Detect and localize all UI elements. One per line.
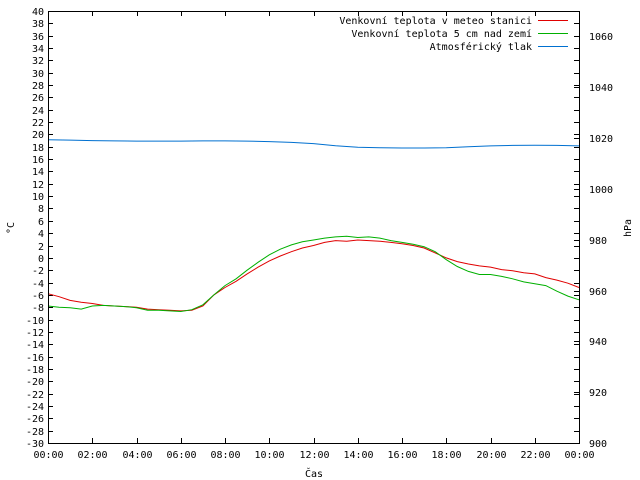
y-tick-label: -16 bbox=[26, 353, 44, 364]
y-tick-label: 36 bbox=[32, 32, 44, 43]
y-tick-label: 28 bbox=[32, 81, 44, 92]
x-tick-label: 00:00 bbox=[33, 450, 63, 461]
x-axis-label: Čas bbox=[305, 467, 323, 480]
y-tick-label: 10 bbox=[32, 192, 44, 203]
y-tick-label: 34 bbox=[32, 44, 44, 55]
x-tick-label: 06:00 bbox=[166, 450, 196, 461]
x-tick-label: 12:00 bbox=[299, 450, 329, 461]
y-tick-label: -26 bbox=[26, 414, 44, 425]
y-tick-label: 38 bbox=[32, 19, 44, 30]
y2-tick-label: 1000 bbox=[589, 185, 613, 196]
y-tick-label: -18 bbox=[26, 365, 44, 376]
y-tick-label: 32 bbox=[32, 56, 44, 67]
y-tick-label: 8 bbox=[38, 204, 44, 215]
y-tick-label: 20 bbox=[32, 130, 44, 141]
y-tick-label: 2 bbox=[38, 242, 44, 253]
y-tick-label: 22 bbox=[32, 118, 44, 129]
y2-tick-label: 920 bbox=[589, 388, 607, 399]
tick-labels: -30-28-26-24-22-20-18-16-14-12-10-8-6-4-… bbox=[26, 7, 613, 461]
y-tick-label: -20 bbox=[26, 377, 44, 388]
y2-tick-label: 900 bbox=[589, 439, 607, 450]
y-tick-label: -2 bbox=[32, 266, 44, 277]
y-tick-label: -14 bbox=[26, 340, 44, 351]
y-tick-label: 12 bbox=[32, 180, 44, 191]
y-tick-label: -8 bbox=[32, 303, 44, 314]
series-lines bbox=[47, 139, 580, 313]
y-axis-label: °C bbox=[6, 222, 17, 234]
y-tick-label: -22 bbox=[26, 390, 44, 401]
y-tick-label: -10 bbox=[26, 316, 44, 327]
y-tick-label: -30 bbox=[26, 439, 44, 450]
legend-label-2: Atmosférický tlak bbox=[430, 41, 532, 53]
y-tick-label: 30 bbox=[32, 69, 44, 80]
series-line-2 bbox=[47, 139, 580, 149]
x-tick-label: 02:00 bbox=[77, 450, 107, 461]
y2-axis-label: hPa bbox=[623, 219, 634, 237]
y2-tick-label: 1020 bbox=[589, 134, 613, 145]
y-tick-label: 0 bbox=[38, 254, 44, 265]
y-tick-label: -6 bbox=[32, 291, 44, 302]
y-tick-label: -24 bbox=[26, 402, 44, 413]
x-tick-label: 22:00 bbox=[520, 450, 550, 461]
y-tick-label: -28 bbox=[26, 427, 44, 438]
axis-ticks bbox=[48, 11, 580, 444]
x-tick-label: 04:00 bbox=[122, 450, 152, 461]
legend-label-1: Venkovní teplota 5 cm nad zemí bbox=[351, 28, 532, 40]
x-tick-label: 18:00 bbox=[431, 450, 461, 461]
legend: Venkovní teplota v meteo stanici Venkovn… bbox=[339, 15, 568, 53]
x-tick-label: 16:00 bbox=[387, 450, 417, 461]
x-tick-label: 10:00 bbox=[254, 450, 284, 461]
y-tick-label: 26 bbox=[32, 93, 44, 104]
y2-tick-label: 1040 bbox=[589, 83, 613, 94]
x-tick-label: 08:00 bbox=[210, 450, 240, 461]
y2-tick-label: 960 bbox=[589, 287, 607, 298]
series-line-0 bbox=[47, 239, 580, 312]
y-tick-label: 4 bbox=[38, 229, 44, 240]
y2-tick-label: 980 bbox=[589, 236, 607, 247]
y-tick-label: 14 bbox=[32, 167, 44, 178]
y2-tick-label: 940 bbox=[589, 337, 607, 348]
x-tick-label: 14:00 bbox=[343, 450, 373, 461]
y-tick-label: -12 bbox=[26, 328, 44, 339]
y-tick-label: 18 bbox=[32, 143, 44, 154]
plot-frame bbox=[48, 11, 580, 444]
series-line-1 bbox=[47, 235, 580, 313]
x-tick-label: 00:00 bbox=[564, 450, 594, 461]
y-tick-label: 6 bbox=[38, 217, 44, 228]
y-tick-label: 16 bbox=[32, 155, 44, 166]
y-tick-label: 40 bbox=[32, 7, 44, 18]
y-tick-label: -4 bbox=[32, 279, 44, 290]
x-tick-label: 20:00 bbox=[476, 450, 506, 461]
y-tick-label: 24 bbox=[32, 106, 44, 117]
legend-label-0: Venkovní teplota v meteo stanici bbox=[339, 15, 532, 27]
y2-tick-label: 1060 bbox=[589, 32, 613, 43]
